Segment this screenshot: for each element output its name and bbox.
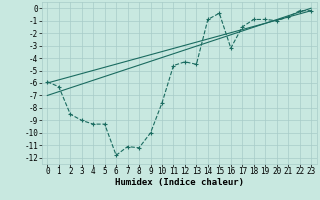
X-axis label: Humidex (Indice chaleur): Humidex (Indice chaleur) xyxy=(115,178,244,187)
